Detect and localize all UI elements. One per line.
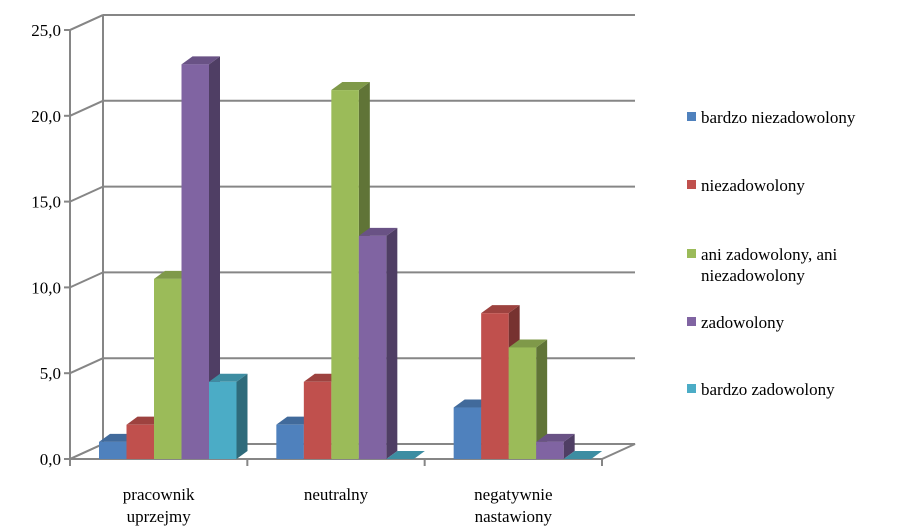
bar — [358, 227, 398, 459]
bar-side — [536, 339, 548, 459]
y-tick-label: 5,0 — [40, 364, 61, 383]
bar-side — [209, 56, 220, 459]
x-tick-label: neutralny — [304, 485, 369, 504]
y-tick-label: 25,0 — [31, 21, 61, 40]
bar-top — [508, 339, 548, 348]
legend-label: niezadowolony — [701, 176, 805, 195]
bar — [563, 451, 603, 459]
bar — [386, 451, 425, 459]
gridline-side — [69, 443, 104, 460]
legend-swatch — [687, 384, 696, 393]
bar — [508, 339, 548, 459]
y-axis-ticks: 0,0 5,0 10,0 15,0 20,0 25,0 — [31, 21, 70, 469]
legend-item: niezadowolony — [687, 176, 805, 195]
bar-front — [358, 235, 387, 459]
bar-top — [563, 451, 603, 459]
bar-side — [386, 227, 398, 459]
bar-front — [181, 64, 209, 459]
bar-top — [481, 305, 520, 314]
legend-label: ani zadowolony, ani niezadowolony — [701, 245, 838, 285]
gridline-side — [69, 357, 104, 375]
bar-front — [276, 424, 304, 459]
bar-front — [303, 381, 332, 459]
bar-side — [563, 433, 575, 459]
bar-front — [453, 407, 482, 459]
legend-swatch — [687, 180, 696, 189]
x-axis-labels: pracownik uprzejmy neutralny negatywnie nast… — [123, 485, 553, 526]
y-tick-label: 20,0 — [31, 107, 61, 126]
bar-front — [331, 90, 359, 459]
legend-item: bardzo niezadowolony — [687, 108, 856, 127]
legend: bardzo niezadowolony niezadowolony ani zad… — [687, 108, 856, 399]
bar-top — [331, 82, 370, 91]
legend-item: bardzo zadowolony — [687, 380, 835, 399]
gridline-side — [69, 99, 104, 117]
y-tick-label: 10,0 — [31, 278, 61, 297]
bars — [99, 56, 603, 459]
y-tick-label: 0,0 — [40, 450, 61, 469]
bar-top — [209, 373, 248, 382]
bar-front — [508, 347, 537, 459]
bar — [209, 373, 248, 459]
legend-label: bardzo niezadowolony — [701, 108, 856, 127]
legend-item: ani zadowolony, ani niezadowolony — [687, 245, 838, 285]
legend-swatch — [687, 317, 696, 326]
legend-item: zadowolony — [687, 313, 785, 332]
gridline-side — [69, 14, 104, 31]
bar-top — [358, 227, 398, 236]
y-tick-label: 15,0 — [31, 193, 61, 212]
bar-front — [126, 424, 154, 459]
legend-swatch — [687, 112, 696, 121]
bar-front — [99, 441, 127, 459]
bar-top — [386, 451, 425, 459]
bar — [536, 433, 575, 459]
legend-swatch — [687, 249, 696, 258]
bar-front — [209, 381, 237, 459]
bar-top — [536, 433, 575, 442]
legend-label: bardzo zadowolony — [701, 380, 835, 399]
gridline-side — [69, 271, 104, 289]
gridline-side — [69, 185, 104, 203]
x-tick-label: pracownik uprzejmy — [123, 485, 195, 526]
x-tick-label: negatywnie nastawiony — [474, 485, 552, 526]
bar — [181, 56, 220, 459]
bar-front — [154, 278, 182, 459]
bar-front — [481, 313, 509, 459]
bar-top — [181, 56, 220, 65]
bar-side — [236, 373, 248, 459]
legend-label: zadowolony — [701, 313, 785, 332]
bar-front — [536, 441, 564, 459]
